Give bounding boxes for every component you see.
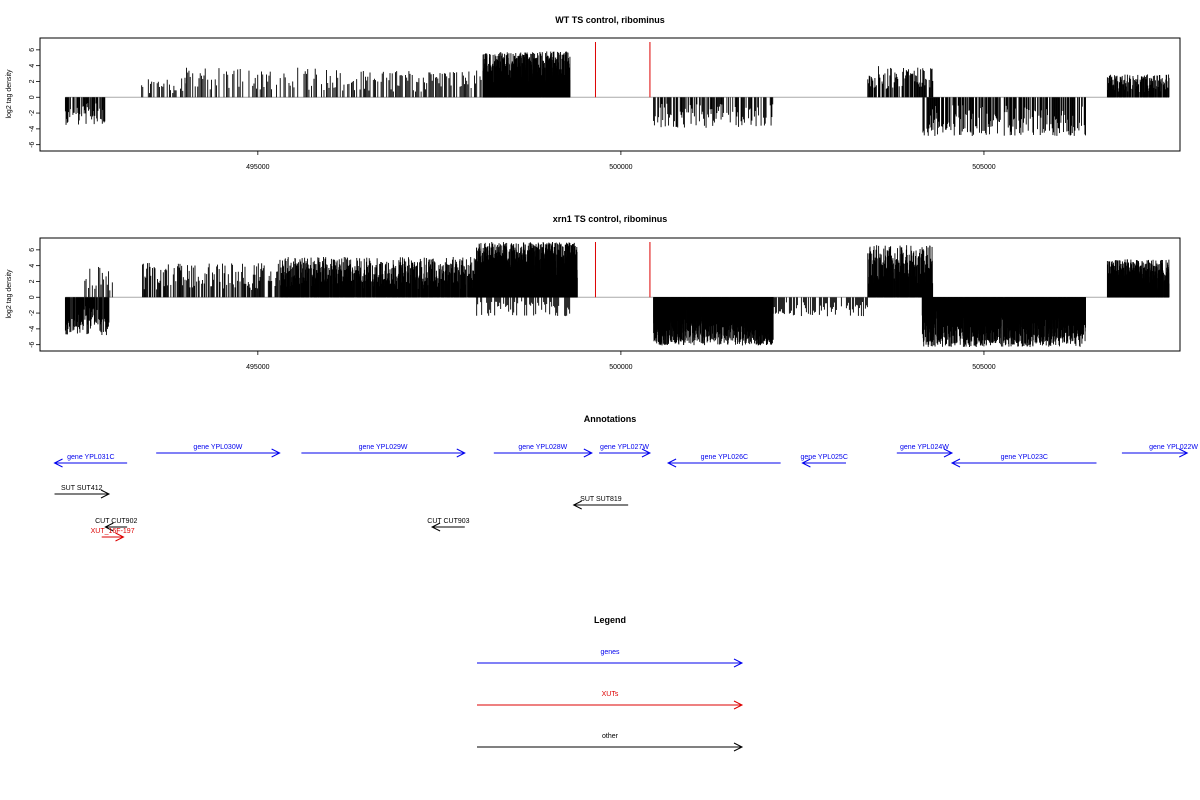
wt-y-tick-label: -6	[29, 141, 36, 147]
wt-x-tick-label: 505000	[972, 164, 995, 171]
wt-x-tick-label: 500000	[609, 164, 632, 171]
wt-y-tick-label: -2	[29, 110, 36, 116]
wt-x-tick-label: 495000	[246, 164, 269, 171]
wt-y-tick-label: 4	[29, 64, 36, 68]
wt-track-panel: WT TS control, ribominus log2 tag densit…	[6, 15, 1181, 171]
wt-y-tick-label: 6	[29, 48, 36, 52]
wt-x-axis: 495000 500000 505000	[246, 151, 996, 171]
wt-plot-frame	[39, 37, 1181, 152]
xrn1-y-axis-label: log2 tag density	[6, 269, 13, 319]
xrn1-track-panel: xrn1 TS control, ribominus log2 tag dens…	[6, 214, 1181, 371]
wt-track-title: WT TS control, ribominus	[555, 15, 665, 25]
xrn1-signal-bars	[64, 241, 1170, 348]
wt-signal-bars	[64, 51, 1170, 136]
wt-y-tick-label: 0	[29, 95, 36, 99]
wt-y-axis: -6 -4 -2 0 2 4 6	[29, 48, 41, 148]
wt-y-tick-label: -4	[29, 126, 36, 132]
wt-y-tick-label: 2	[29, 79, 36, 83]
wt-red-markers	[594, 42, 651, 98]
wt-y-axis-label: log2 tag density	[6, 69, 13, 119]
xrn1-track-title: xrn1 TS control, ribominus	[553, 214, 668, 224]
